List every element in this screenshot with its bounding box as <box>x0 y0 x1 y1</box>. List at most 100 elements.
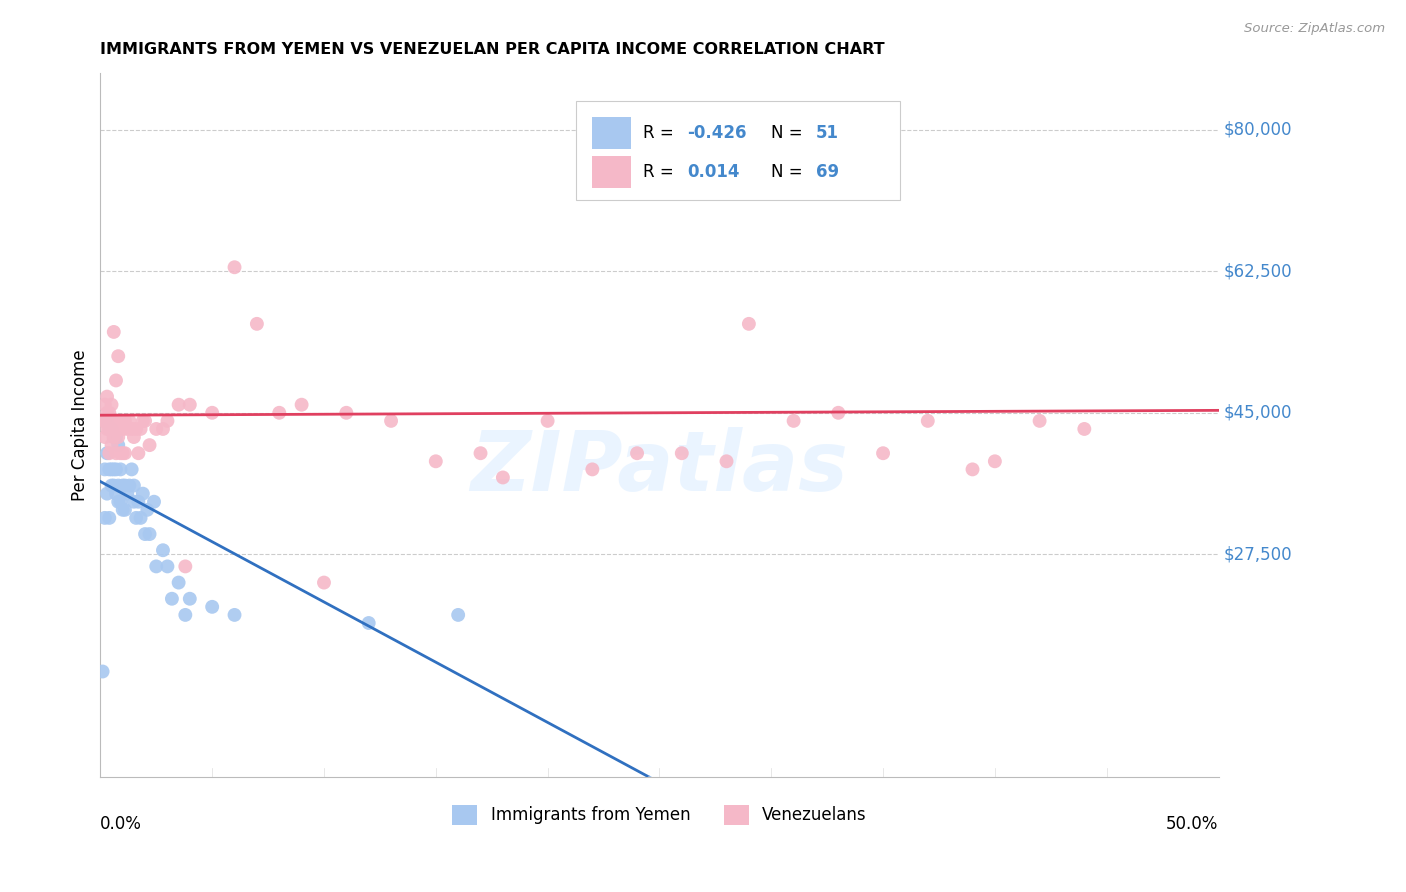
Point <box>129 422 152 436</box>
Point <box>447 607 470 622</box>
Point <box>100 478 122 492</box>
Point <box>111 422 134 436</box>
Text: R =: R = <box>643 162 683 181</box>
Point <box>312 575 335 590</box>
Text: 69: 69 <box>815 162 839 181</box>
Point <box>201 599 224 614</box>
Point <box>917 414 939 428</box>
Point <box>174 607 197 622</box>
Point <box>581 462 603 476</box>
Point <box>100 422 122 436</box>
Point <box>91 665 114 679</box>
Point <box>107 494 129 508</box>
Point <box>103 462 125 476</box>
Point <box>125 422 148 436</box>
Point <box>269 406 291 420</box>
Text: 50.0%: 50.0% <box>1166 815 1219 833</box>
Point <box>107 438 129 452</box>
Point <box>94 462 117 476</box>
Point <box>100 398 122 412</box>
Point <box>94 414 117 428</box>
Point <box>111 503 134 517</box>
Point <box>1028 414 1050 428</box>
Text: N =: N = <box>772 162 808 181</box>
Point <box>100 462 122 476</box>
Point <box>107 430 129 444</box>
Text: $80,000: $80,000 <box>1225 120 1292 139</box>
Point <box>98 422 121 436</box>
Point <box>118 478 141 492</box>
Point <box>105 446 128 460</box>
Point <box>107 414 129 428</box>
Point <box>201 406 224 420</box>
Point <box>91 414 114 428</box>
Point <box>132 414 155 428</box>
Point <box>125 511 148 525</box>
FancyBboxPatch shape <box>592 117 631 149</box>
Point <box>110 494 132 508</box>
Text: $62,500: $62,500 <box>1225 262 1292 280</box>
Point <box>167 398 190 412</box>
Point <box>145 422 167 436</box>
Point <box>105 422 128 436</box>
Point <box>138 527 160 541</box>
Point <box>121 422 143 436</box>
Point <box>115 486 138 500</box>
Point <box>872 446 894 460</box>
Text: Source: ZipAtlas.com: Source: ZipAtlas.com <box>1244 22 1385 36</box>
Point <box>96 446 118 460</box>
Text: ZIPatlas: ZIPatlas <box>471 426 848 508</box>
Point <box>98 446 121 460</box>
Point <box>111 446 134 460</box>
Point <box>96 422 118 436</box>
Point <box>134 527 156 541</box>
Point <box>224 607 246 622</box>
Text: 51: 51 <box>815 124 839 142</box>
Point <box>962 462 984 476</box>
Point <box>156 559 179 574</box>
Point <box>94 511 117 525</box>
Point <box>98 422 121 436</box>
Point <box>107 349 129 363</box>
Point <box>118 414 141 428</box>
Point <box>827 406 849 420</box>
Text: IMMIGRANTS FROM YEMEN VS VENEZUELAN PER CAPITA INCOME CORRELATION CHART: IMMIGRANTS FROM YEMEN VS VENEZUELAN PER … <box>100 42 884 57</box>
Point <box>98 406 121 420</box>
Point <box>380 414 402 428</box>
Point <box>127 446 149 460</box>
Text: 0.0%: 0.0% <box>100 815 142 833</box>
Point <box>114 446 136 460</box>
Point <box>96 406 118 420</box>
Point <box>156 414 179 428</box>
Point <box>122 478 145 492</box>
Point <box>179 398 201 412</box>
Legend: Immigrants from Yemen, Venezuelans: Immigrants from Yemen, Venezuelans <box>446 798 873 831</box>
Point <box>626 446 648 460</box>
Point <box>103 430 125 444</box>
Point <box>134 414 156 428</box>
Point <box>470 446 492 460</box>
Point <box>98 462 121 476</box>
Point <box>246 317 269 331</box>
Point <box>536 414 558 428</box>
Point <box>98 511 121 525</box>
Point <box>114 414 136 428</box>
Point <box>110 462 132 476</box>
Text: $27,500: $27,500 <box>1225 545 1292 563</box>
Point <box>291 398 314 412</box>
Text: R =: R = <box>643 124 679 142</box>
Point <box>110 422 132 436</box>
Point <box>115 422 138 436</box>
Point <box>96 414 118 428</box>
FancyBboxPatch shape <box>575 102 900 200</box>
Point <box>335 406 357 420</box>
Text: N =: N = <box>772 124 808 142</box>
Point <box>114 478 136 492</box>
Point <box>103 414 125 428</box>
Point <box>716 454 738 468</box>
Point <box>94 430 117 444</box>
FancyBboxPatch shape <box>592 156 631 187</box>
Point <box>114 503 136 517</box>
Point <box>738 317 761 331</box>
Point <box>107 478 129 492</box>
